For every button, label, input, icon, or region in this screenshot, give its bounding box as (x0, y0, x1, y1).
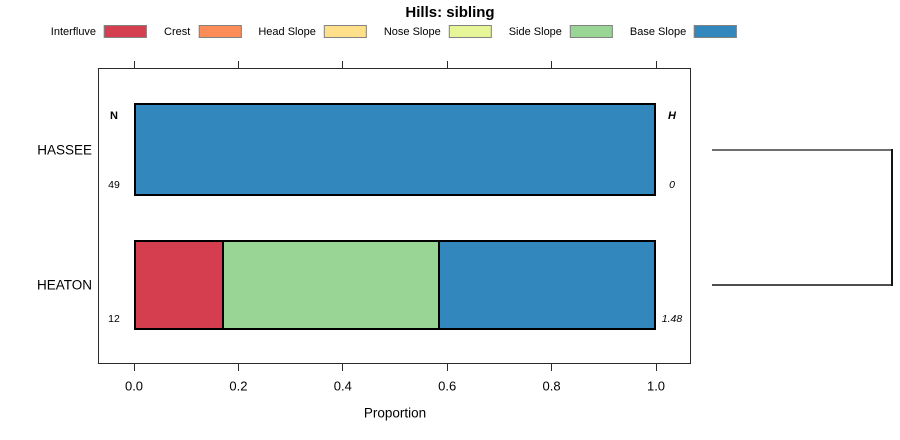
legend: Interfluve Crest Head Slope Nose Slope Side … (50, 25, 738, 38)
x-tick-label: 1.0 (646, 378, 666, 394)
count-value-hassee: 49 (108, 179, 120, 191)
row-label-hassee: HASSEE (37, 142, 92, 158)
entropy-header: H (668, 110, 676, 122)
row-label-heaton: HEATON (36, 277, 92, 293)
legend-item-nose-slope: Nose Slope (384, 25, 492, 38)
legend-label: Nose Slope (383, 25, 441, 38)
legend-item-head-slope: Head Slope (258, 25, 367, 38)
legend-swatch (104, 25, 148, 38)
x-tick-bottom (655, 364, 657, 371)
legend-label: Side Slope (508, 25, 562, 38)
legend-item-crest: Crest (164, 25, 242, 38)
x-tick-label: 0.8 (542, 378, 561, 394)
legend-swatch (448, 25, 492, 38)
x-tick-top (446, 61, 448, 68)
entropy-value-heaton: 1.48 (661, 313, 683, 325)
x-tick-label: 0.0 (124, 378, 144, 394)
bar-segment-base-slope (437, 242, 654, 328)
bar-segment-side-slope (221, 242, 438, 328)
x-axis-label: Proportion (363, 405, 427, 421)
legend-label: Crest (164, 25, 191, 38)
x-tick-bottom (342, 364, 344, 371)
count-header: N (110, 110, 118, 122)
bar-segment-base-slope (136, 105, 654, 194)
legend-label: Head Slope (258, 25, 316, 38)
x-tick-label: 0.4 (333, 378, 352, 394)
x-tick-top (133, 61, 135, 68)
bar-row-heaton (134, 240, 656, 330)
legend-item-side-slope: Side Slope (509, 25, 613, 38)
x-tick-bottom (133, 364, 135, 371)
chart-title: Hills: sibling (405, 4, 495, 21)
legend-label: Base Slope (629, 25, 687, 38)
legend-label: Interfluve (50, 25, 97, 38)
legend-item-base-slope: Base Slope (629, 25, 738, 38)
x-tick-bottom (551, 364, 553, 371)
count-value-heaton: 12 (108, 313, 120, 325)
entropy-value-hassee: 0 (669, 179, 675, 191)
legend-swatch (694, 25, 738, 38)
x-tick-bottom (237, 364, 239, 371)
x-tick-top (342, 61, 344, 68)
bar-row-hassee (134, 103, 656, 196)
x-tick-label: 0.2 (229, 378, 248, 394)
legend-item-interfluve: Interfluve (50, 25, 148, 38)
x-tick-label: 0.6 (438, 378, 457, 394)
legend-swatch (323, 25, 367, 38)
legend-swatch (569, 25, 613, 38)
x-tick-top (655, 61, 657, 68)
x-tick-top (551, 61, 553, 68)
legend-swatch (198, 25, 242, 38)
x-tick-top (237, 61, 239, 68)
x-tick-bottom (446, 364, 448, 371)
bar-segment-interfluve (136, 242, 222, 328)
